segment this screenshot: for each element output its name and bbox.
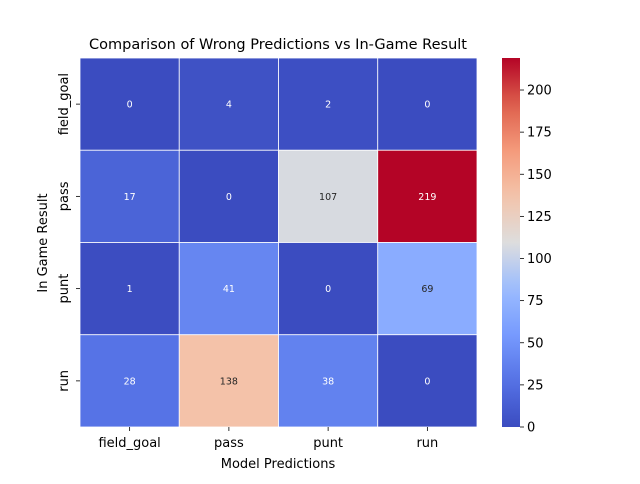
y-tick-label: pass — [57, 181, 72, 211]
cell-value-label: 41 — [223, 284, 235, 295]
cell-value-label: 0 — [127, 100, 133, 111]
x-tick-label: field_goal — [98, 436, 160, 451]
x-axis-ticks: field_goal pass punt run — [98, 427, 438, 451]
heatmap-cell — [79, 334, 180, 428]
heatmap-cell — [278, 57, 379, 151]
cell-value-label: 38 — [322, 376, 334, 387]
y-tick-label: field_goal — [57, 73, 72, 135]
colorbar-gradient — [502, 58, 520, 427]
colorbar-tick-label: 200 — [527, 84, 552, 99]
colorbar-tick-label: 75 — [527, 294, 544, 309]
cell-value-label: 17 — [124, 192, 136, 203]
heatmap-cell — [377, 57, 478, 151]
colorbar-ticks: 0 25 50 75 100 125 150 175 200 — [520, 84, 552, 436]
x-tick-label: pass — [214, 436, 244, 451]
cell-value-label: 0 — [424, 376, 430, 387]
x-axis-label: Model Predictions — [221, 457, 336, 472]
cell-value-label: 0 — [424, 100, 430, 111]
heatmap-cell — [178, 57, 279, 151]
heatmap-cell — [377, 149, 478, 243]
heatmap-cell — [178, 149, 279, 243]
heatmap-cell — [278, 334, 379, 428]
cell-value-label: 1 — [127, 284, 133, 295]
cell-value-label: 219 — [418, 192, 436, 203]
colorbar-tick-label: 125 — [527, 210, 552, 225]
colorbar: 0 25 50 75 100 125 150 175 200 — [502, 58, 552, 436]
chart-title: Comparison of Wrong Predictions vs In-Ga… — [89, 37, 467, 53]
colorbar-tick-label: 0 — [527, 421, 535, 436]
colorbar-tick-label: 150 — [527, 168, 552, 183]
heatmap-cell — [178, 242, 279, 336]
heatmap-cell — [79, 149, 180, 243]
cell-value-label: 138 — [220, 376, 238, 387]
cell-value-label: 2 — [325, 100, 331, 111]
colorbar-tick-label: 100 — [527, 252, 552, 267]
heatmap-cells — [79, 57, 478, 428]
colorbar-tick-label: 25 — [527, 378, 544, 393]
x-tick-label: run — [416, 436, 438, 451]
cell-value-label: 69 — [421, 284, 433, 295]
heatmap-cell — [377, 242, 478, 336]
y-tick-label: run — [57, 370, 72, 392]
heatmap-cell-labels: 0 4 2 0 17 0 107 219 1 41 0 69 28 138 38 0 — [124, 100, 437, 388]
cell-value-label: 0 — [226, 192, 232, 203]
y-axis-label: In Game Result — [36, 193, 51, 292]
x-tick-label: punt — [313, 436, 343, 451]
cell-value-label: 28 — [124, 376, 136, 387]
colorbar-tick-label: 50 — [527, 336, 544, 351]
cell-value-label: 0 — [325, 284, 331, 295]
heatmap-cell — [79, 57, 180, 151]
heatmap-cell — [377, 334, 478, 428]
heatmap-cell — [178, 334, 279, 428]
y-tick-label: punt — [57, 274, 72, 304]
cell-value-label: 107 — [319, 192, 337, 203]
cell-value-label: 4 — [226, 100, 232, 111]
colorbar-tick-label: 175 — [527, 126, 552, 141]
